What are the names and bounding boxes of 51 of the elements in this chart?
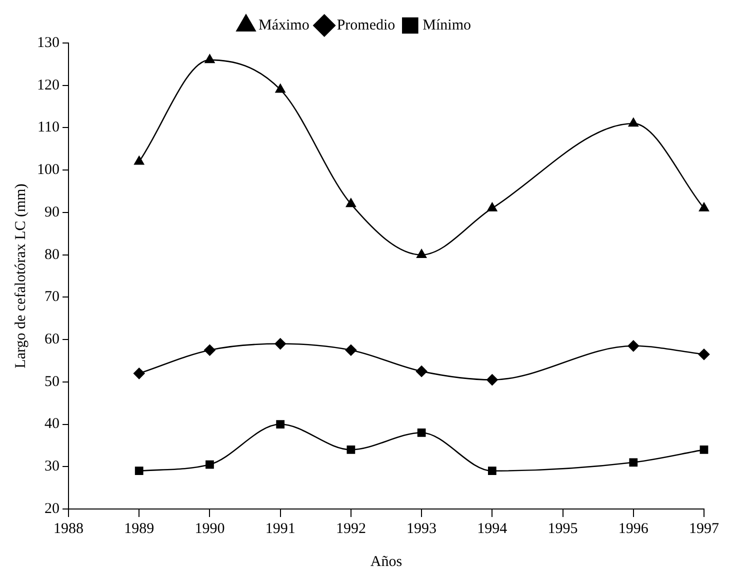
point	[487, 202, 498, 212]
x-tick-label: 1996	[618, 520, 649, 537]
point	[628, 340, 640, 352]
point	[698, 348, 710, 360]
x-tick-label: 1994	[477, 520, 508, 537]
point	[345, 344, 357, 356]
point	[699, 202, 709, 212]
y-tick-label: 60	[44, 331, 60, 348]
point	[204, 344, 216, 356]
legend-label: Mínimo	[422, 17, 472, 34]
y-tick-label: 120	[37, 77, 60, 94]
y-tick-label: 80	[44, 246, 60, 263]
point	[275, 84, 286, 93]
x-tick-label: 1989	[124, 520, 154, 537]
x-tick-label: 1988	[54, 520, 84, 537]
point	[628, 118, 638, 127]
point	[488, 466, 496, 476]
point	[416, 366, 428, 377]
point	[346, 198, 356, 208]
y-tick-label: 100	[37, 162, 60, 178]
legend-label: Promedio	[336, 17, 396, 34]
point	[204, 54, 215, 64]
y-tick-label: 50	[44, 374, 60, 390]
y-tick-label: 40	[44, 416, 60, 432]
y-tick-label: 70	[44, 289, 60, 306]
point	[206, 460, 214, 469]
point	[700, 446, 708, 454]
point	[276, 420, 285, 428]
y-tick-label: 130	[37, 34, 60, 51]
point	[274, 338, 286, 350]
x-tick-label: 1997	[689, 520, 720, 537]
x-tick-label: 1990	[194, 520, 225, 537]
x-tick-label: 1993	[406, 520, 437, 537]
point	[486, 374, 498, 386]
x-tick-label: 1991	[265, 520, 296, 537]
point	[134, 156, 144, 165]
x-tick-label: 1995	[548, 520, 578, 537]
point	[416, 249, 427, 258]
y-axis-title: Largo de cefalotórax LC (mm)	[12, 184, 29, 368]
y-tick-label: 110	[38, 120, 60, 136]
point	[346, 446, 356, 454]
point	[134, 466, 144, 476]
y-tick-label: 30	[44, 458, 60, 475]
point	[629, 458, 638, 467]
point	[133, 368, 145, 380]
y-tick-label: 90	[44, 204, 60, 220]
x-tick-label: 1992	[336, 520, 366, 537]
x-axis-title: Años	[370, 554, 402, 570]
point	[417, 428, 426, 437]
legend-label: Máximo	[258, 17, 310, 34]
y-tick-label: 20	[44, 500, 60, 517]
